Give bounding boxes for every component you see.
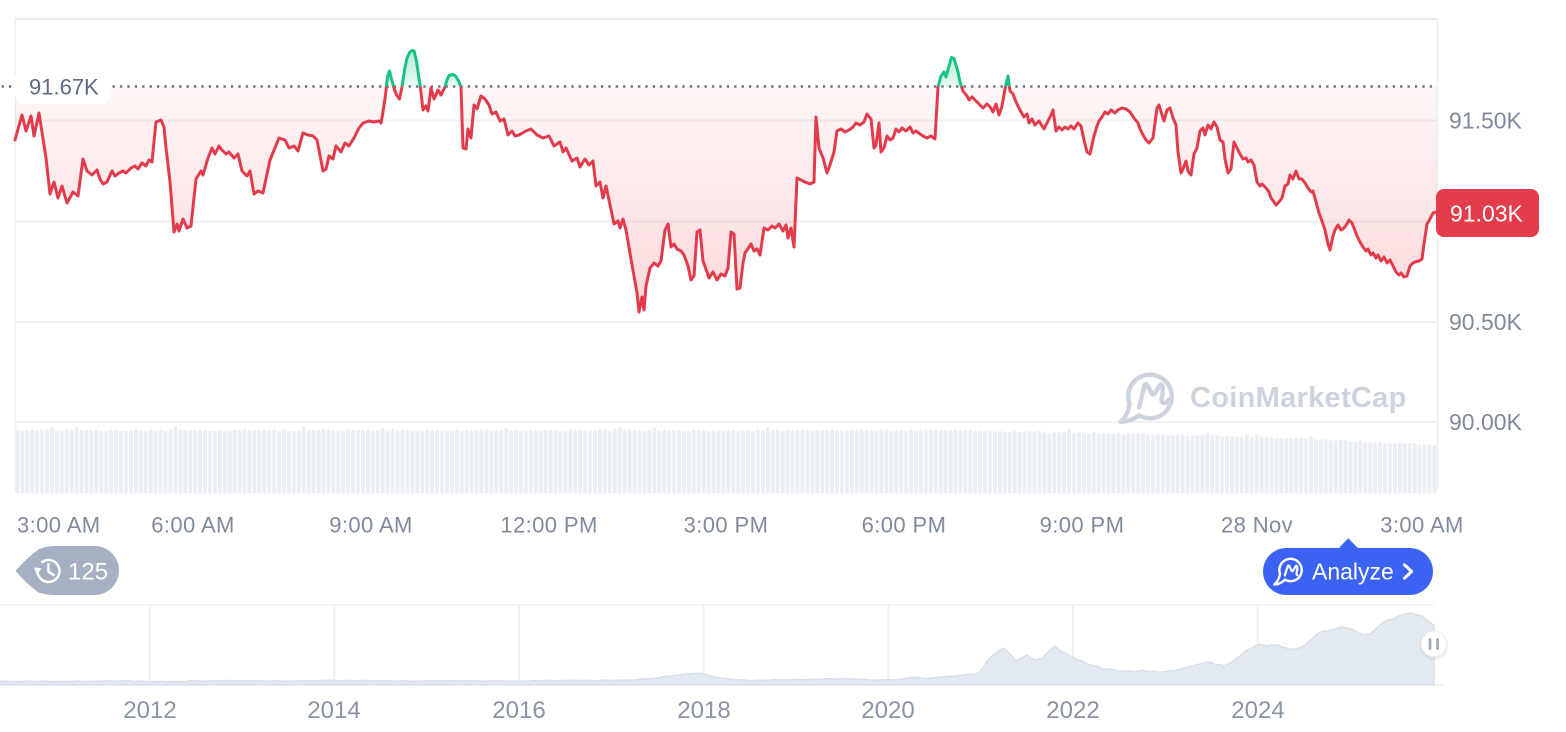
svg-text:2020: 2020 xyxy=(861,697,914,724)
svg-text:91.67K: 91.67K xyxy=(29,75,99,100)
svg-text:3:00 PM: 3:00 PM xyxy=(684,513,769,538)
svg-text:Analyze: Analyze xyxy=(1312,559,1394,585)
svg-text:3:00 AM: 3:00 AM xyxy=(1380,513,1464,538)
svg-text:125: 125 xyxy=(68,559,108,586)
svg-text:90.50K: 90.50K xyxy=(1449,309,1523,335)
svg-text:91.50K: 91.50K xyxy=(1449,108,1523,134)
svg-text:90.00K: 90.00K xyxy=(1449,409,1523,435)
svg-text:2018: 2018 xyxy=(677,697,730,724)
svg-text:6:00 AM: 6:00 AM xyxy=(151,513,235,538)
svg-text:CoinMarketCap: CoinMarketCap xyxy=(1190,382,1407,414)
svg-text:2024: 2024 xyxy=(1231,697,1284,724)
svg-text:9:00 AM: 9:00 AM xyxy=(329,513,413,538)
svg-text:2022: 2022 xyxy=(1046,697,1099,724)
svg-text:91.03K: 91.03K xyxy=(1450,201,1524,227)
svg-text:2014: 2014 xyxy=(307,697,360,724)
svg-text:2012: 2012 xyxy=(123,697,176,724)
svg-text:9:00 PM: 9:00 PM xyxy=(1040,513,1125,538)
svg-text:2016: 2016 xyxy=(492,697,545,724)
svg-text:3:00 AM: 3:00 AM xyxy=(17,513,101,538)
svg-text:28 Nov: 28 Nov xyxy=(1221,513,1293,538)
svg-text:6:00 PM: 6:00 PM xyxy=(862,513,947,538)
svg-text:12:00 PM: 12:00 PM xyxy=(500,513,597,538)
